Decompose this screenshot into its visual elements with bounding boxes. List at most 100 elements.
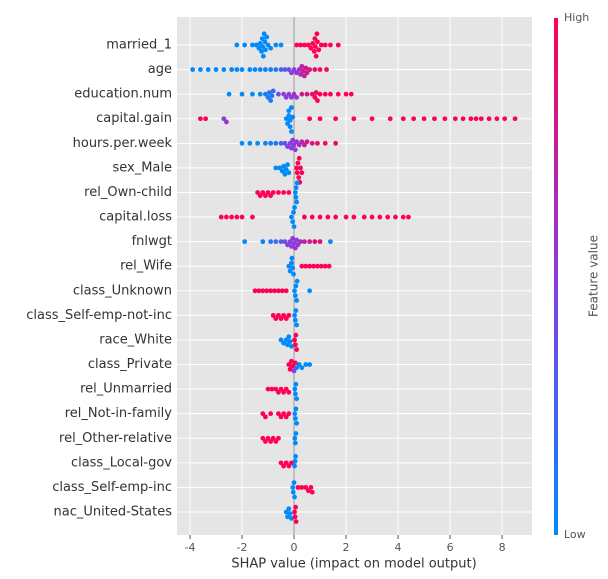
dot <box>292 342 298 348</box>
dot <box>328 42 333 48</box>
dot <box>255 190 261 195</box>
dot <box>293 185 299 191</box>
dot <box>294 347 300 352</box>
dot <box>333 140 339 146</box>
feature-label: class_Private <box>88 357 172 372</box>
dot <box>309 489 315 495</box>
feature-label: class_Unknown <box>73 283 172 298</box>
dot <box>289 358 294 364</box>
dot <box>286 108 292 114</box>
dot <box>221 116 227 122</box>
dot <box>432 116 437 122</box>
dot <box>295 242 301 248</box>
dot <box>283 167 289 172</box>
dot <box>302 214 307 220</box>
dot <box>299 485 305 490</box>
feature-label: rel_Other-relative <box>59 431 172 446</box>
dot <box>265 42 271 48</box>
dot <box>299 263 305 269</box>
dot <box>276 389 281 395</box>
dot <box>239 140 245 146</box>
dot <box>452 116 458 122</box>
dot <box>322 140 328 146</box>
dot <box>291 91 297 97</box>
dot <box>317 214 323 220</box>
dot <box>309 140 315 146</box>
dot <box>263 439 268 444</box>
dot <box>277 165 283 171</box>
dot <box>421 116 427 122</box>
dot <box>369 214 375 220</box>
dot <box>268 439 274 444</box>
feature-label: education.num <box>74 87 172 102</box>
dot <box>351 116 357 122</box>
dot <box>468 116 474 122</box>
dot <box>273 165 279 171</box>
dot <box>289 460 294 466</box>
dot <box>291 209 296 215</box>
dot <box>290 485 296 490</box>
dot <box>294 396 300 402</box>
dot <box>316 47 322 53</box>
dot <box>262 39 268 45</box>
dot <box>265 190 271 195</box>
dot <box>273 140 279 146</box>
feature-label: sex_Male <box>112 160 172 175</box>
dot <box>273 239 279 245</box>
dot <box>292 288 297 294</box>
dot <box>221 67 227 72</box>
dot <box>281 463 287 469</box>
dot <box>296 155 302 161</box>
dot <box>292 509 297 515</box>
dot <box>286 170 292 176</box>
dot <box>343 91 349 97</box>
dot <box>294 322 300 328</box>
dot <box>285 342 290 348</box>
dot <box>494 116 500 122</box>
dot <box>369 116 375 122</box>
dot <box>287 239 293 245</box>
dot <box>198 67 203 72</box>
dot <box>290 219 296 225</box>
colorbar-high: High <box>564 11 589 24</box>
dot <box>328 91 333 97</box>
dot <box>299 91 305 97</box>
dot <box>269 386 275 392</box>
dot <box>291 271 296 277</box>
dot <box>289 343 294 349</box>
dot <box>315 140 320 146</box>
dot <box>292 147 298 153</box>
dot <box>307 67 313 72</box>
dot <box>239 67 245 72</box>
dot <box>281 163 287 169</box>
dot <box>292 337 297 343</box>
dot <box>286 263 292 269</box>
dot <box>305 42 311 48</box>
dot <box>285 121 290 126</box>
dot <box>278 67 284 72</box>
dot <box>290 137 296 143</box>
dot <box>278 42 284 48</box>
dot <box>304 70 310 76</box>
dot <box>226 91 232 97</box>
dot <box>299 63 305 69</box>
dot <box>285 144 290 149</box>
dot <box>286 362 292 367</box>
dot <box>283 414 289 420</box>
dot <box>286 312 292 318</box>
dot <box>278 414 284 420</box>
dot <box>289 70 294 76</box>
dot <box>393 214 398 220</box>
dot <box>289 244 294 249</box>
dot <box>283 386 289 392</box>
dot <box>268 193 274 199</box>
dot <box>294 199 300 205</box>
dot <box>291 368 297 374</box>
dot <box>294 297 300 303</box>
dot <box>473 116 479 122</box>
dot <box>478 116 484 122</box>
dot <box>302 73 307 79</box>
dot <box>272 288 277 294</box>
dot <box>311 263 316 269</box>
dot <box>311 49 317 54</box>
